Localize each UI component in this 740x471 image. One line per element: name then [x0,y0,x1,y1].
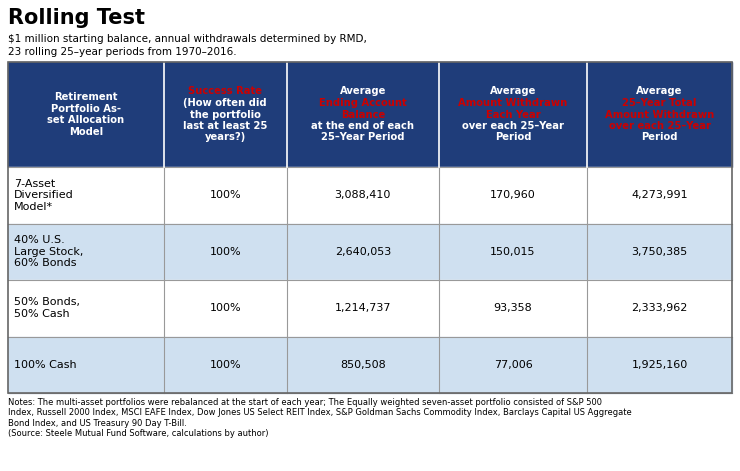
Bar [8,224,732,280]
Bar [8,280,732,336]
Text: 100%: 100% [209,303,241,313]
Text: years?): years?) [204,132,246,143]
Text: 1,925,160: 1,925,160 [631,360,687,370]
Text: 100%: 100% [209,247,241,257]
Text: Ending Account: Ending Account [319,98,407,108]
Text: set Allocation: set Allocation [47,115,124,125]
Text: Rolling Test: Rolling Test [8,8,145,28]
Text: 100%: 100% [209,360,241,370]
Bar [8,62,732,167]
Bar [8,336,732,393]
Text: 3,088,410: 3,088,410 [334,190,391,200]
Text: 93,358: 93,358 [494,303,532,313]
Text: Amount Withdrawn: Amount Withdrawn [605,109,714,120]
Text: 100% Cash: 100% Cash [14,360,77,370]
Text: 4,273,991: 4,273,991 [631,190,688,200]
Text: 25–Year Period: 25–Year Period [321,132,405,143]
Text: 25–Year Total: 25–Year Total [622,98,697,108]
Text: 100%: 100% [209,190,241,200]
Text: Average: Average [636,87,683,97]
Text: last at least 25: last at least 25 [183,121,267,131]
Text: Average: Average [490,87,536,97]
Text: 77,006: 77,006 [494,360,532,370]
Text: at the end of each: at the end of each [312,121,414,131]
Text: the portfolio: the portfolio [189,109,260,120]
Text: 7-Asset
Diversified
Model*: 7-Asset Diversified Model* [14,179,74,212]
Text: 40% U.S.
Large Stock,
60% Bonds: 40% U.S. Large Stock, 60% Bonds [14,235,84,268]
Text: over each 25–Year: over each 25–Year [608,121,710,131]
Text: Retirement: Retirement [54,92,118,102]
Bar [8,167,732,224]
Text: 23 rolling 25–year periods from 1970–2016.: 23 rolling 25–year periods from 1970–201… [8,47,237,57]
Text: Average: Average [340,87,386,97]
Text: 850,508: 850,508 [340,360,386,370]
Text: Each Year: Each Year [485,109,540,120]
Text: Period: Period [495,132,531,143]
Text: Balance: Balance [340,109,385,120]
Text: Model: Model [69,127,103,137]
Bar [8,62,732,393]
Text: 1,214,737: 1,214,737 [334,303,391,313]
Text: Portfolio As-: Portfolio As- [51,104,121,114]
Text: 150,015: 150,015 [490,247,536,257]
Text: 3,750,385: 3,750,385 [631,247,687,257]
Text: Success Rate: Success Rate [188,87,262,97]
Text: 2,333,962: 2,333,962 [631,303,687,313]
Text: 2,640,053: 2,640,053 [334,247,391,257]
Text: Amount Withdrawn: Amount Withdrawn [458,98,568,108]
Text: Period: Period [642,132,678,143]
Text: (How often did: (How often did [184,98,267,108]
Text: 50% Bonds,
50% Cash: 50% Bonds, 50% Cash [14,298,80,319]
Text: Notes: The multi-asset portfolios were rebalanced at the start of each year; The: Notes: The multi-asset portfolios were r… [8,398,632,438]
Text: 170,960: 170,960 [490,190,536,200]
Text: over each 25–Year: over each 25–Year [462,121,564,131]
Text: $1 million starting balance, annual withdrawals determined by RMD,: $1 million starting balance, annual with… [8,34,367,44]
